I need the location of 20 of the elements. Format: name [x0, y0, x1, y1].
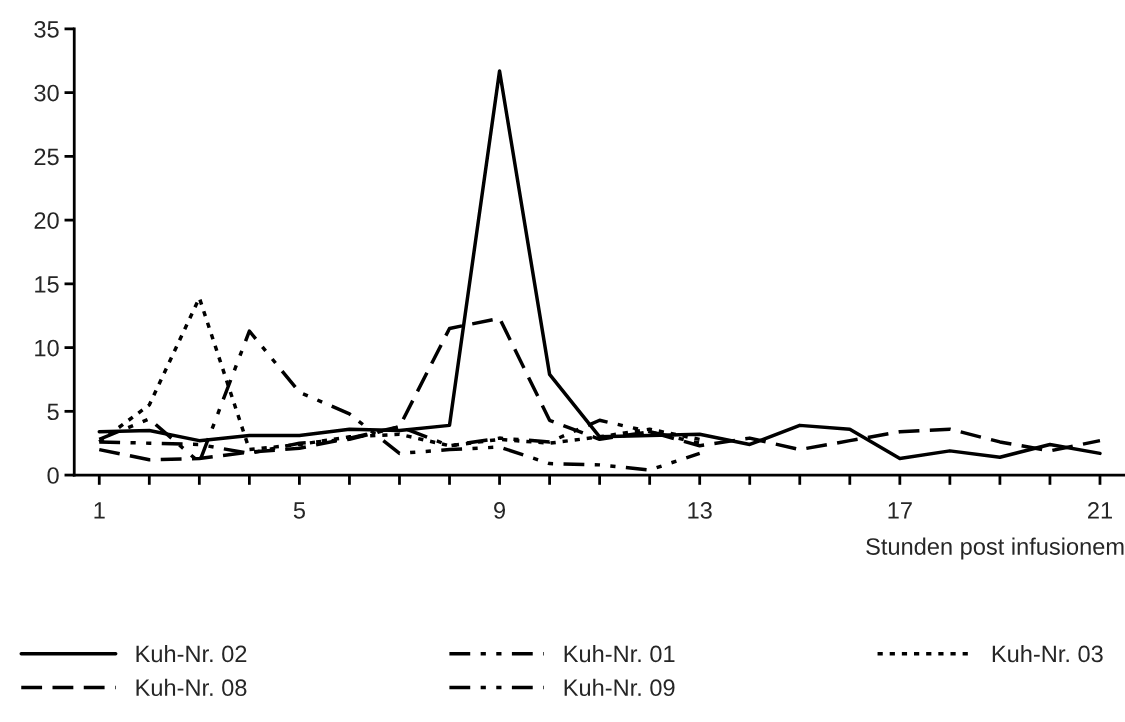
y-tick-label: 15: [35, 276, 59, 293]
legend-label: Kuh-Nr. 09: [564, 678, 675, 697]
legend-label: Kuh-Nr. 03: [992, 644, 1103, 663]
x-tick-label: 21: [1088, 502, 1112, 519]
x-tick-label: 13: [688, 502, 712, 519]
y-tick-label: 0: [47, 467, 59, 484]
y-tick-label: 5: [47, 403, 59, 421]
y-tick-label: 35: [34, 20, 59, 38]
y-tick-label: 20: [34, 212, 59, 229]
y-tick-label: 30: [34, 84, 59, 102]
legend-label: Kuh-Nr. 08: [136, 678, 247, 697]
x-tick-label: 17: [888, 502, 912, 519]
y-tick-label: 25: [34, 148, 59, 166]
y-tick-label: 10: [35, 339, 59, 357]
x-tick-label: 1: [94, 502, 105, 519]
x-tick-label: 5: [293, 502, 305, 519]
legend-label: Kuh-Nr. 01: [564, 644, 675, 663]
x-axis-title: Stunden post infusionem: [866, 537, 1124, 560]
x-tick-label: 9: [494, 502, 505, 519]
legend-label: Kuh-Nr. 02: [136, 644, 247, 663]
